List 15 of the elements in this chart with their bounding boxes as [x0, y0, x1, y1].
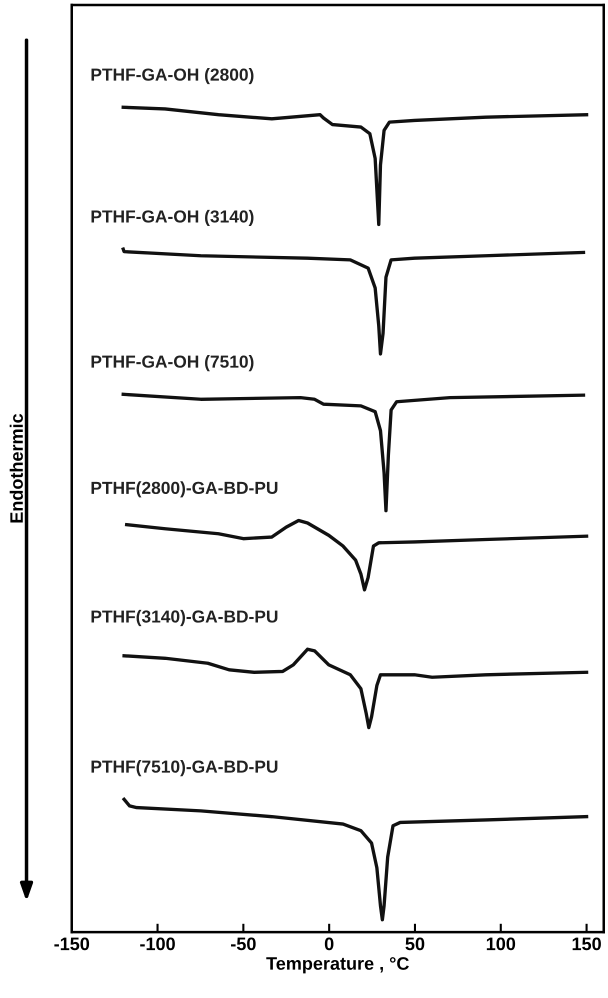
x-tick-label: -150: [54, 937, 90, 950]
x-axis-title: Temperature , °C: [266, 957, 409, 974]
x-tick-label: 150: [572, 937, 601, 950]
series-label: PTHF-GA-OH (3140): [92, 210, 254, 226]
x-tick-label: -50: [231, 937, 256, 950]
text: PTHF(7510)-GA-BD-PU: [92, 760, 278, 776]
series-label: PTHF-GA-OH (2800): [92, 68, 254, 84]
x-tick-label: 100: [486, 937, 516, 950]
x-tick-label: -100: [140, 937, 175, 950]
series-label: PTHF(2800)-GA-BD-PU: [92, 481, 278, 498]
series-label: PTHF-GA-OH (7510): [92, 355, 254, 372]
text: PTHF(3140)-GA-BD-PU: [92, 610, 278, 626]
y-axis-title: Endothermic: [10, 414, 23, 523]
x-tick-label: 50: [405, 937, 424, 950]
x-tick-label: 0: [324, 937, 334, 950]
